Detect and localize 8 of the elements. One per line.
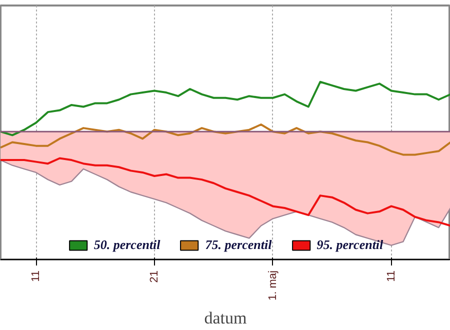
legend-label: 50. percentil bbox=[94, 237, 160, 253]
x-axis-title: datum bbox=[204, 308, 247, 328]
legend-label: 75. percentil bbox=[205, 237, 272, 253]
legend-label: 95. percentil bbox=[316, 237, 384, 253]
x-tick-label: 21 bbox=[148, 270, 160, 283]
x-tick-label: 1. maj bbox=[266, 270, 279, 300]
x-tick-label: 11 bbox=[385, 270, 398, 282]
x-tick-label: 11 bbox=[30, 270, 42, 282]
